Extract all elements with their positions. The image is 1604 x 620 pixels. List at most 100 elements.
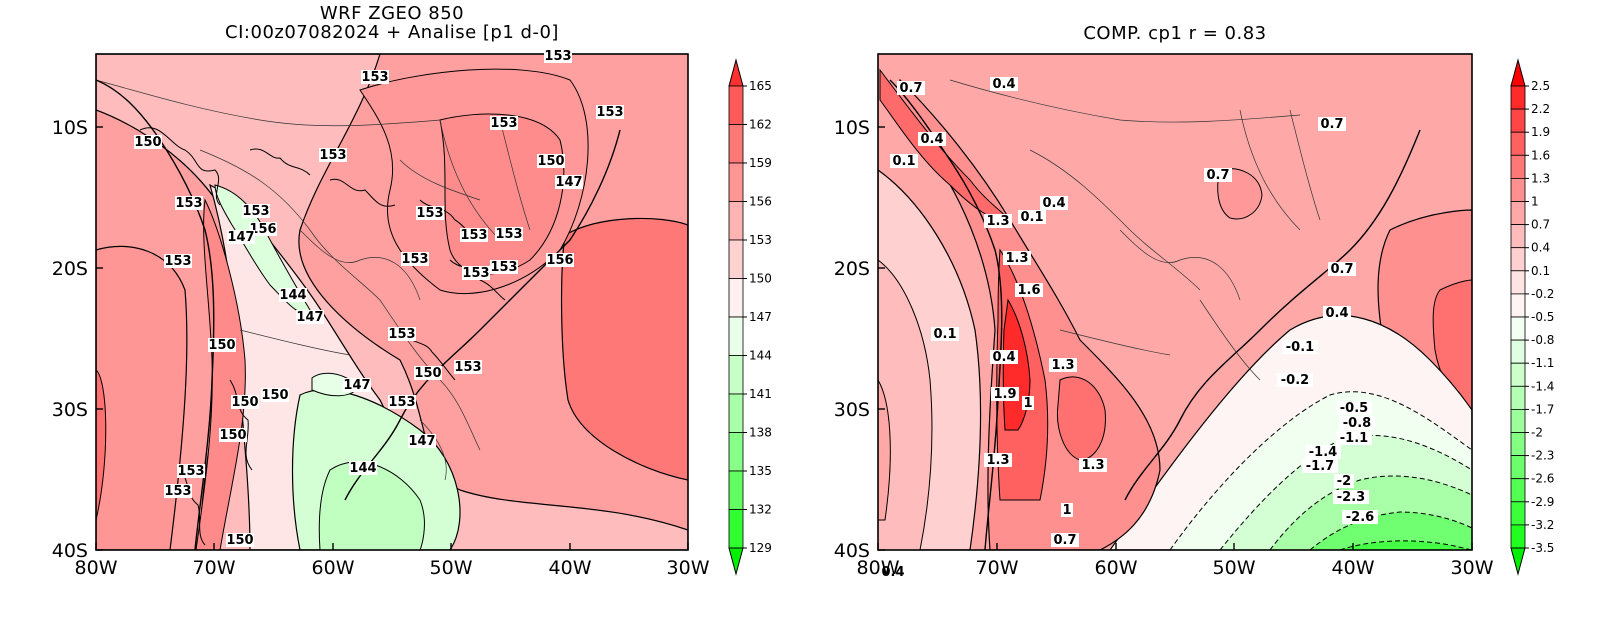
right_panel-contour-label: -1.4 (1309, 445, 1337, 460)
left_panel-contour-label-bg (460, 228, 488, 242)
right-colorbar: 2.5 2.2 1.9 1.6 1.3 1 0.7 0.4 0.1 -0.2 -0.5 -0.8 -1.… (1510, 58, 1554, 576)
left_panel-colorbar-segment (728, 278, 744, 318)
left_panel-contour-label: 147 (343, 378, 370, 393)
left_panel-colorbar-label: 150 (749, 272, 772, 286)
right_panel-colorbar-label: -3.5 (1531, 541, 1554, 555)
right_panel-colorbar-segment (1510, 385, 1526, 410)
right_panel-colorbar-label: -2 (1531, 426, 1543, 440)
right_panel-contour-label: 1.3 (1051, 358, 1074, 373)
right_panel-colorbar-label: 2.2 (1531, 102, 1550, 116)
left_panel-colorbar-top-triangle (728, 58, 744, 87)
left_panel-contour-label-bg (343, 378, 371, 392)
right_panel-contour-label: 1.3 (1081, 458, 1104, 473)
right_panel-contour-label: 1.3 (1005, 251, 1028, 266)
left-xtick-40w: 40W (549, 557, 592, 579)
left_panel-contour-label-bg (537, 154, 565, 168)
right_panel-colorbar-label: -1.4 (1531, 379, 1554, 393)
right_panel-contour-label: 0.1 (933, 327, 956, 342)
right_panel-colorbar-segment (1510, 478, 1526, 503)
left_panel-contour-label: 144 (349, 461, 376, 476)
left_panel-contour-label: 153 (164, 484, 191, 499)
left_panel-contour-label: 153 (416, 206, 443, 221)
left_panel-contour-label: 153 (490, 260, 517, 275)
right_panel-contour-label-bg (1015, 283, 1043, 297)
left_panel-colorbar-label: 153 (749, 233, 772, 247)
right-xtick-80w: 80W (857, 557, 900, 579)
right_panel-contour-label-bg (1342, 510, 1378, 524)
left_panel-colorbar-label: 132 (749, 503, 772, 517)
left_panel-contour-label-bg (177, 464, 205, 478)
right_panel-colorbar-segment (1510, 524, 1526, 549)
left_panel-contour-label-bg (261, 388, 289, 402)
left-plot-frame (95, 53, 689, 551)
right_panel-contour-label: -2 (1337, 474, 1351, 489)
right-xtick-50w: 50W (1213, 557, 1256, 579)
right_panel-contour-label-bg (1204, 168, 1232, 182)
right_panel-contour-label-bg (984, 214, 1012, 228)
right-ytick-40s: 40S (834, 540, 870, 562)
right_panel-contour-label: 0.7 (1206, 168, 1229, 183)
right_panel-colorbar-segment (1510, 201, 1526, 226)
left_panel-colorbar-label: 165 (749, 79, 772, 93)
left_panel-contour-label-bg (249, 222, 277, 236)
left_panel-contour-label-bg (401, 252, 429, 266)
left_panel-contour-label: 153 (460, 228, 487, 243)
right_panel-colorbar-segment (1510, 316, 1526, 341)
right_panel-colorbar-label: 1.3 (1531, 171, 1550, 185)
left_panel-contour-label-bg (462, 266, 490, 280)
right_panel-contour-label-bg (879, 565, 907, 579)
left_panel-contour-label: 153 (544, 49, 571, 64)
right_panel-contour-label-bg (1282, 340, 1318, 354)
left_panel-contour-label: 147 (296, 310, 323, 325)
left_panel-contour-label-bg (490, 116, 518, 130)
left_panel-contour-label: 144 (279, 288, 306, 303)
left_panel-contour-label-bg (175, 196, 203, 210)
right_panel-contour-label: -0.8 (1343, 416, 1371, 431)
right_panel-contour-label-bg (1051, 533, 1079, 547)
right_panel-contour-label-bg (1061, 503, 1073, 517)
right_panel-colorbar-segment (1510, 154, 1526, 179)
left_panel-contour-label: 150 (261, 388, 288, 403)
right_panel-contour-label-bg (1049, 358, 1077, 372)
left_panel-contour-label: 150 (414, 366, 441, 381)
right_panel-colorbar-label: -0.5 (1531, 310, 1554, 324)
left_panel-contour-label: 153 (164, 254, 191, 269)
left_panel-colorbar-segment (728, 355, 744, 395)
left_panel-contour-label: 153 (175, 196, 202, 211)
right_panel-colorbar-label: -0.8 (1531, 333, 1554, 347)
left-xtick-80w: 80W (75, 557, 118, 579)
left_panel-colorbar-label: 135 (749, 464, 772, 478)
left_panel-contour-label: 147 (408, 434, 435, 449)
left_panel-colorbar-segment (728, 201, 744, 241)
right-pampa-core (1056, 376, 1106, 461)
right_panel-contour-label: 0.4 (881, 565, 904, 580)
right_panel-contour-label: 0.7 (1320, 117, 1343, 132)
right_panel-contour-label-bg (990, 77, 1018, 91)
right_panel-contour-label-bg (918, 132, 946, 146)
right_panel-contour-label: -1.1 (1340, 431, 1368, 446)
right-borders (949, 79, 1321, 381)
right_panel-colorbar-label: 0.7 (1531, 218, 1550, 232)
right_panel-colorbar-segment (1510, 131, 1526, 156)
right_panel-contour-label-bg (1305, 445, 1341, 459)
right_panel-colorbar-label: 1.6 (1531, 148, 1550, 162)
left-ytick-20s: 20S (52, 258, 88, 280)
left_panel-contour-label-bg (349, 461, 377, 475)
right_panel-contour-label: 1 (1062, 503, 1071, 518)
left_panel-contour-label-bg (546, 253, 574, 267)
right_panel-contour-label: -1.7 (1306, 459, 1334, 474)
left-map (96, 54, 688, 550)
left_panel-contour-label: 153 (388, 327, 415, 342)
left_panel-contour-label-bg (296, 310, 324, 324)
right_panel-contour-label-bg (1277, 373, 1313, 387)
right_panel-colorbar-segment (1510, 224, 1526, 249)
left_panel-colorbar-segment (728, 432, 744, 472)
left_panel-colorbar-segment (728, 124, 744, 164)
left_panel-colorbar-label: 144 (749, 349, 772, 363)
right_panel-contour-label-bg (1328, 262, 1356, 276)
right-xtick-40w: 40W (1332, 557, 1375, 579)
right_panel-colorbar-segment (1510, 339, 1526, 364)
left-ytick-30s: 30S (52, 399, 88, 421)
right-title-line: COMP. cp1 r = 0.83 (1083, 23, 1267, 44)
right_panel-contour-label: 1 (1023, 396, 1032, 411)
